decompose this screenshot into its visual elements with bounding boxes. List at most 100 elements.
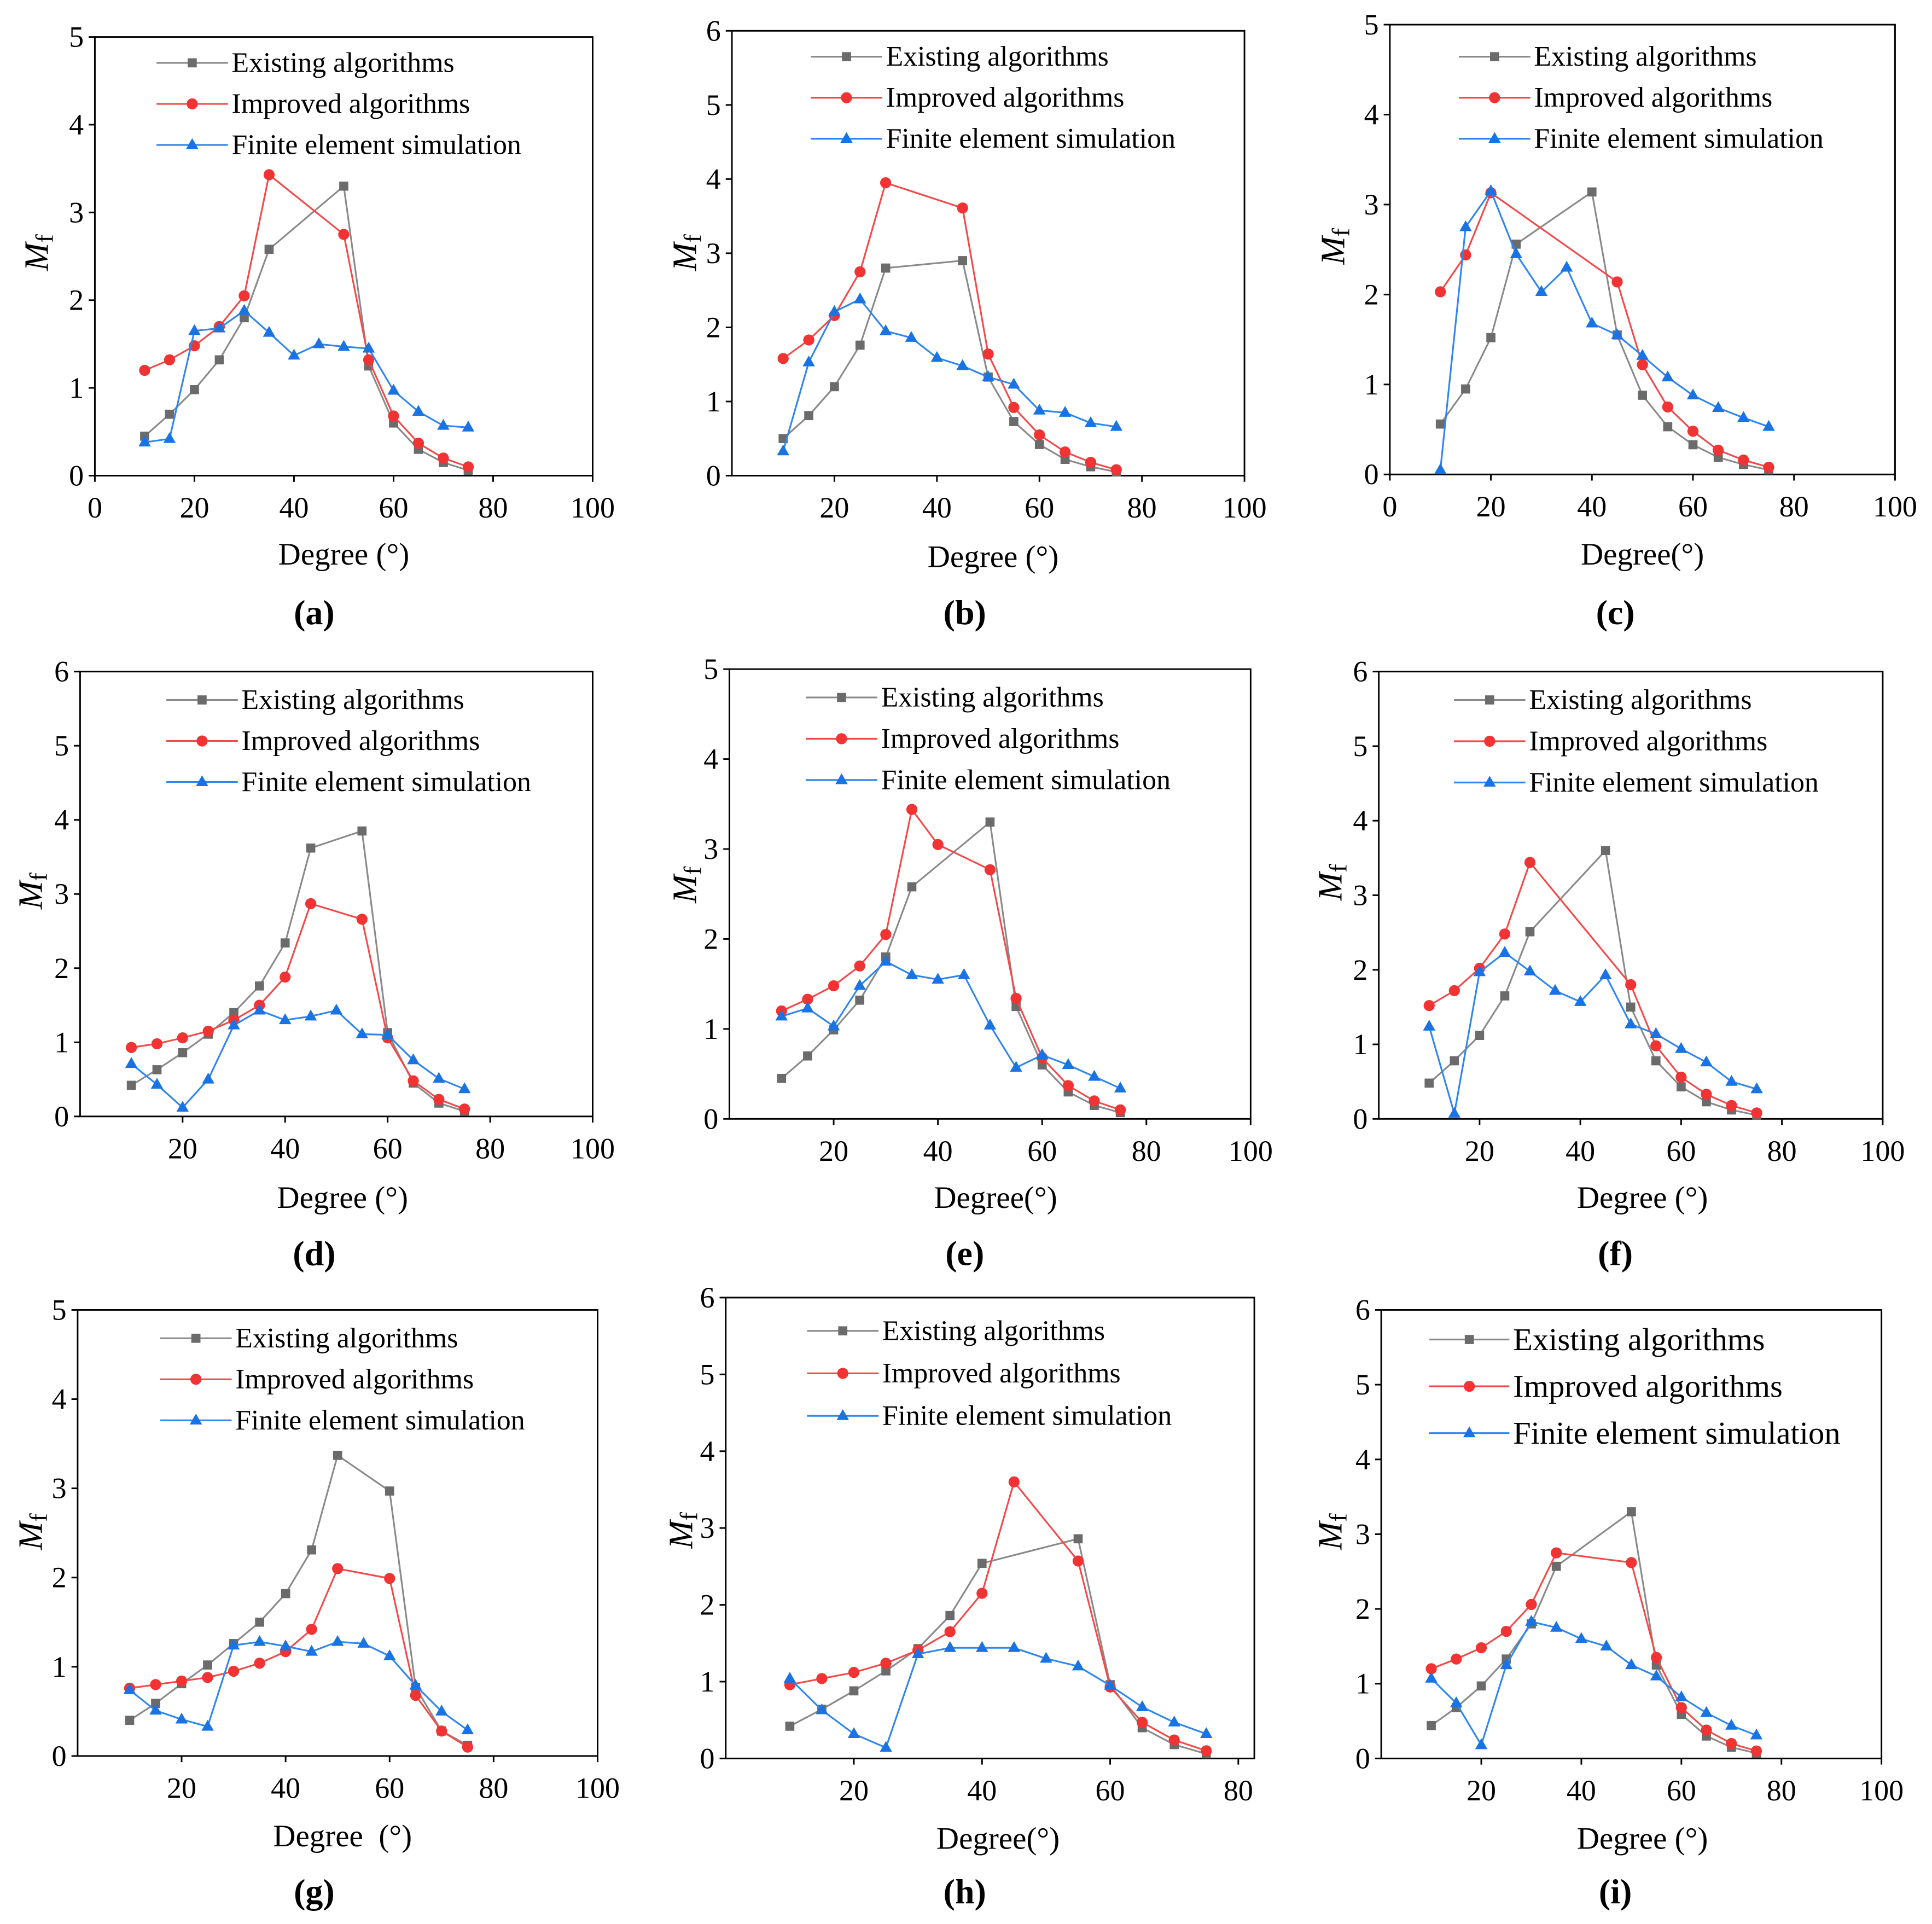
data-point-finite-element-simulation bbox=[1008, 1641, 1021, 1652]
data-point-improved-algorithms bbox=[1526, 1599, 1537, 1611]
series-line-finite-element-simulation bbox=[144, 310, 469, 444]
data-point-finite-element-simulation bbox=[125, 1057, 138, 1068]
data-point-finite-element-simulation bbox=[412, 405, 425, 416]
data-point-finite-element-simulation bbox=[409, 1678, 422, 1690]
data-point-existing-algorithms bbox=[945, 1611, 955, 1620]
data-point-existing-algorithms bbox=[777, 1073, 787, 1083]
data-point-improved-algorithms bbox=[906, 804, 918, 815]
y-axis-title-subscript: f bbox=[24, 1513, 52, 1522]
chart-panel-c: 0 1 2 3 4 5 0 20 40 60 80 100 Degree(°) Mf Existing al… bbox=[1314, 8, 1917, 632]
data-point-existing-algorithms bbox=[855, 340, 865, 350]
data-point-improved-algorithms bbox=[1713, 444, 1724, 456]
y-tick-label: 5 bbox=[706, 89, 721, 121]
data-point-finite-element-simulation bbox=[783, 1672, 796, 1683]
legend-label-existing-algorithms: Existing algorithms bbox=[886, 41, 1109, 72]
plot-frame bbox=[94, 36, 593, 476]
data-point-improved-algorithms bbox=[1110, 464, 1122, 475]
data-point-improved-algorithms bbox=[1072, 1555, 1084, 1567]
data-point-existing-algorithms bbox=[1486, 333, 1495, 342]
data-point-improved-algorithms bbox=[202, 1025, 214, 1037]
x-tick-label: 40 bbox=[1577, 490, 1607, 523]
y-tick-label: 4 bbox=[1353, 804, 1367, 837]
data-point-finite-element-simulation bbox=[1136, 1700, 1149, 1711]
data-point-improved-algorithms bbox=[802, 993, 813, 1005]
data-point-finite-element-simulation bbox=[1035, 1048, 1049, 1060]
x-tick-label: 80 bbox=[479, 1771, 508, 1804]
series-markers-finite-element-simulation bbox=[138, 304, 475, 447]
series-markers-existing-algorithms bbox=[126, 826, 469, 1116]
data-point-existing-algorithms bbox=[785, 1722, 795, 1731]
legend-marker-improved-algorithms bbox=[196, 735, 208, 747]
data-point-finite-element-simulation bbox=[150, 1078, 164, 1089]
legend-label-existing-algorithms: Existing algorithms bbox=[235, 1323, 458, 1354]
x-tick-label: 0 bbox=[88, 491, 102, 524]
legend-marker-finite-element-simulation bbox=[840, 132, 853, 143]
data-point-improved-algorithms bbox=[1136, 1717, 1148, 1728]
data-point-finite-element-simulation bbox=[228, 1018, 240, 1030]
y-tick-label: 3 bbox=[1364, 188, 1379, 221]
data-point-existing-algorithms bbox=[977, 1559, 987, 1568]
plot-frame bbox=[77, 1309, 598, 1757]
data-point-finite-element-simulation bbox=[163, 432, 176, 443]
y-tick-label: 6 bbox=[54, 655, 69, 688]
y-tick-label: 3 bbox=[703, 833, 718, 865]
data-point-finite-element-simulation bbox=[458, 1082, 471, 1094]
series-markers-finite-element-simulation bbox=[1425, 1615, 1763, 1749]
y-tick-label: 5 bbox=[703, 653, 718, 685]
data-point-existing-algorithms bbox=[1587, 187, 1597, 197]
x-tick-label: 20 bbox=[167, 1771, 196, 1804]
legend-label-finite-element-simulation: Finite element simulation bbox=[235, 1405, 525, 1436]
legend-marker-existing-algorithms bbox=[842, 52, 851, 61]
series-markers-existing-algorithms bbox=[777, 817, 1125, 1118]
data-point-improved-algorithms bbox=[854, 266, 866, 277]
data-point-finite-element-simulation bbox=[175, 1712, 188, 1724]
x-tick-label: 100 bbox=[575, 1771, 620, 1804]
x-tick-label: 40 bbox=[270, 1132, 300, 1165]
y-tick-label: 3 bbox=[52, 1472, 67, 1505]
y-tick-label: 3 bbox=[1353, 879, 1367, 911]
data-point-finite-element-simulation bbox=[1040, 1652, 1052, 1663]
x-tick-label: 20 bbox=[168, 1132, 197, 1165]
data-point-finite-element-simulation bbox=[1473, 965, 1486, 976]
y-tick-label: 2 bbox=[700, 1589, 714, 1621]
data-point-improved-algorithms bbox=[1625, 979, 1637, 991]
data-point-finite-element-simulation bbox=[362, 341, 375, 353]
legend-marker-improved-algorithms bbox=[187, 98, 198, 110]
x-tick-label: 40 bbox=[922, 491, 952, 524]
series-line-finite-element-simulation bbox=[1430, 1620, 1757, 1746]
data-point-finite-element-simulation bbox=[461, 1723, 474, 1735]
data-point-improved-algorithms bbox=[1475, 1642, 1487, 1654]
data-point-finite-element-simulation bbox=[930, 351, 944, 362]
data-point-improved-algorithms bbox=[462, 461, 474, 473]
x-tick-label: 80 bbox=[478, 491, 508, 524]
y-tick-label: 1 bbox=[1364, 368, 1379, 401]
data-point-finite-element-simulation bbox=[1072, 1659, 1085, 1671]
y-tick-label: 0 bbox=[703, 1102, 718, 1135]
data-point-improved-algorithms bbox=[1650, 1652, 1662, 1664]
data-point-improved-algorithms bbox=[1085, 456, 1097, 468]
legend-label-finite-element-simulation: Finite element simulation bbox=[231, 129, 521, 160]
data-point-existing-algorithms bbox=[1663, 422, 1673, 432]
x-axis-title: Degree (°) bbox=[273, 1819, 412, 1853]
data-point-improved-algorithms bbox=[1034, 429, 1045, 441]
data-point-existing-algorithms bbox=[264, 245, 274, 254]
data-point-existing-algorithms bbox=[1551, 1561, 1561, 1571]
legend-marker-improved-algorithms bbox=[836, 733, 847, 745]
legend-marker-existing-algorithms bbox=[191, 1333, 201, 1343]
x-tick-label: 100 bbox=[571, 491, 615, 524]
data-point-improved-algorithms bbox=[1423, 1000, 1435, 1012]
legend: Existing algorithms Improved algorithms Fi… bbox=[1429, 1322, 1841, 1451]
data-point-finite-element-simulation bbox=[1650, 1027, 1662, 1038]
data-point-finite-element-simulation bbox=[253, 1635, 266, 1646]
data-point-finite-element-simulation bbox=[1737, 411, 1750, 422]
data-point-improved-algorithms bbox=[1611, 276, 1623, 288]
x-tick-label: 20 bbox=[179, 491, 209, 524]
series-line-finite-element-simulation bbox=[781, 960, 1121, 1089]
legend-marker-improved-algorithms bbox=[1484, 735, 1495, 747]
data-point-existing-algorithms bbox=[985, 817, 995, 827]
legend-marker-improved-algorithms bbox=[1464, 1380, 1475, 1392]
series-markers-existing-algorithms bbox=[1435, 187, 1773, 475]
data-point-improved-algorithms bbox=[1008, 1476, 1020, 1488]
data-point-existing-algorithms bbox=[1073, 1534, 1083, 1544]
legend-marker-existing-algorithms bbox=[1485, 695, 1494, 705]
